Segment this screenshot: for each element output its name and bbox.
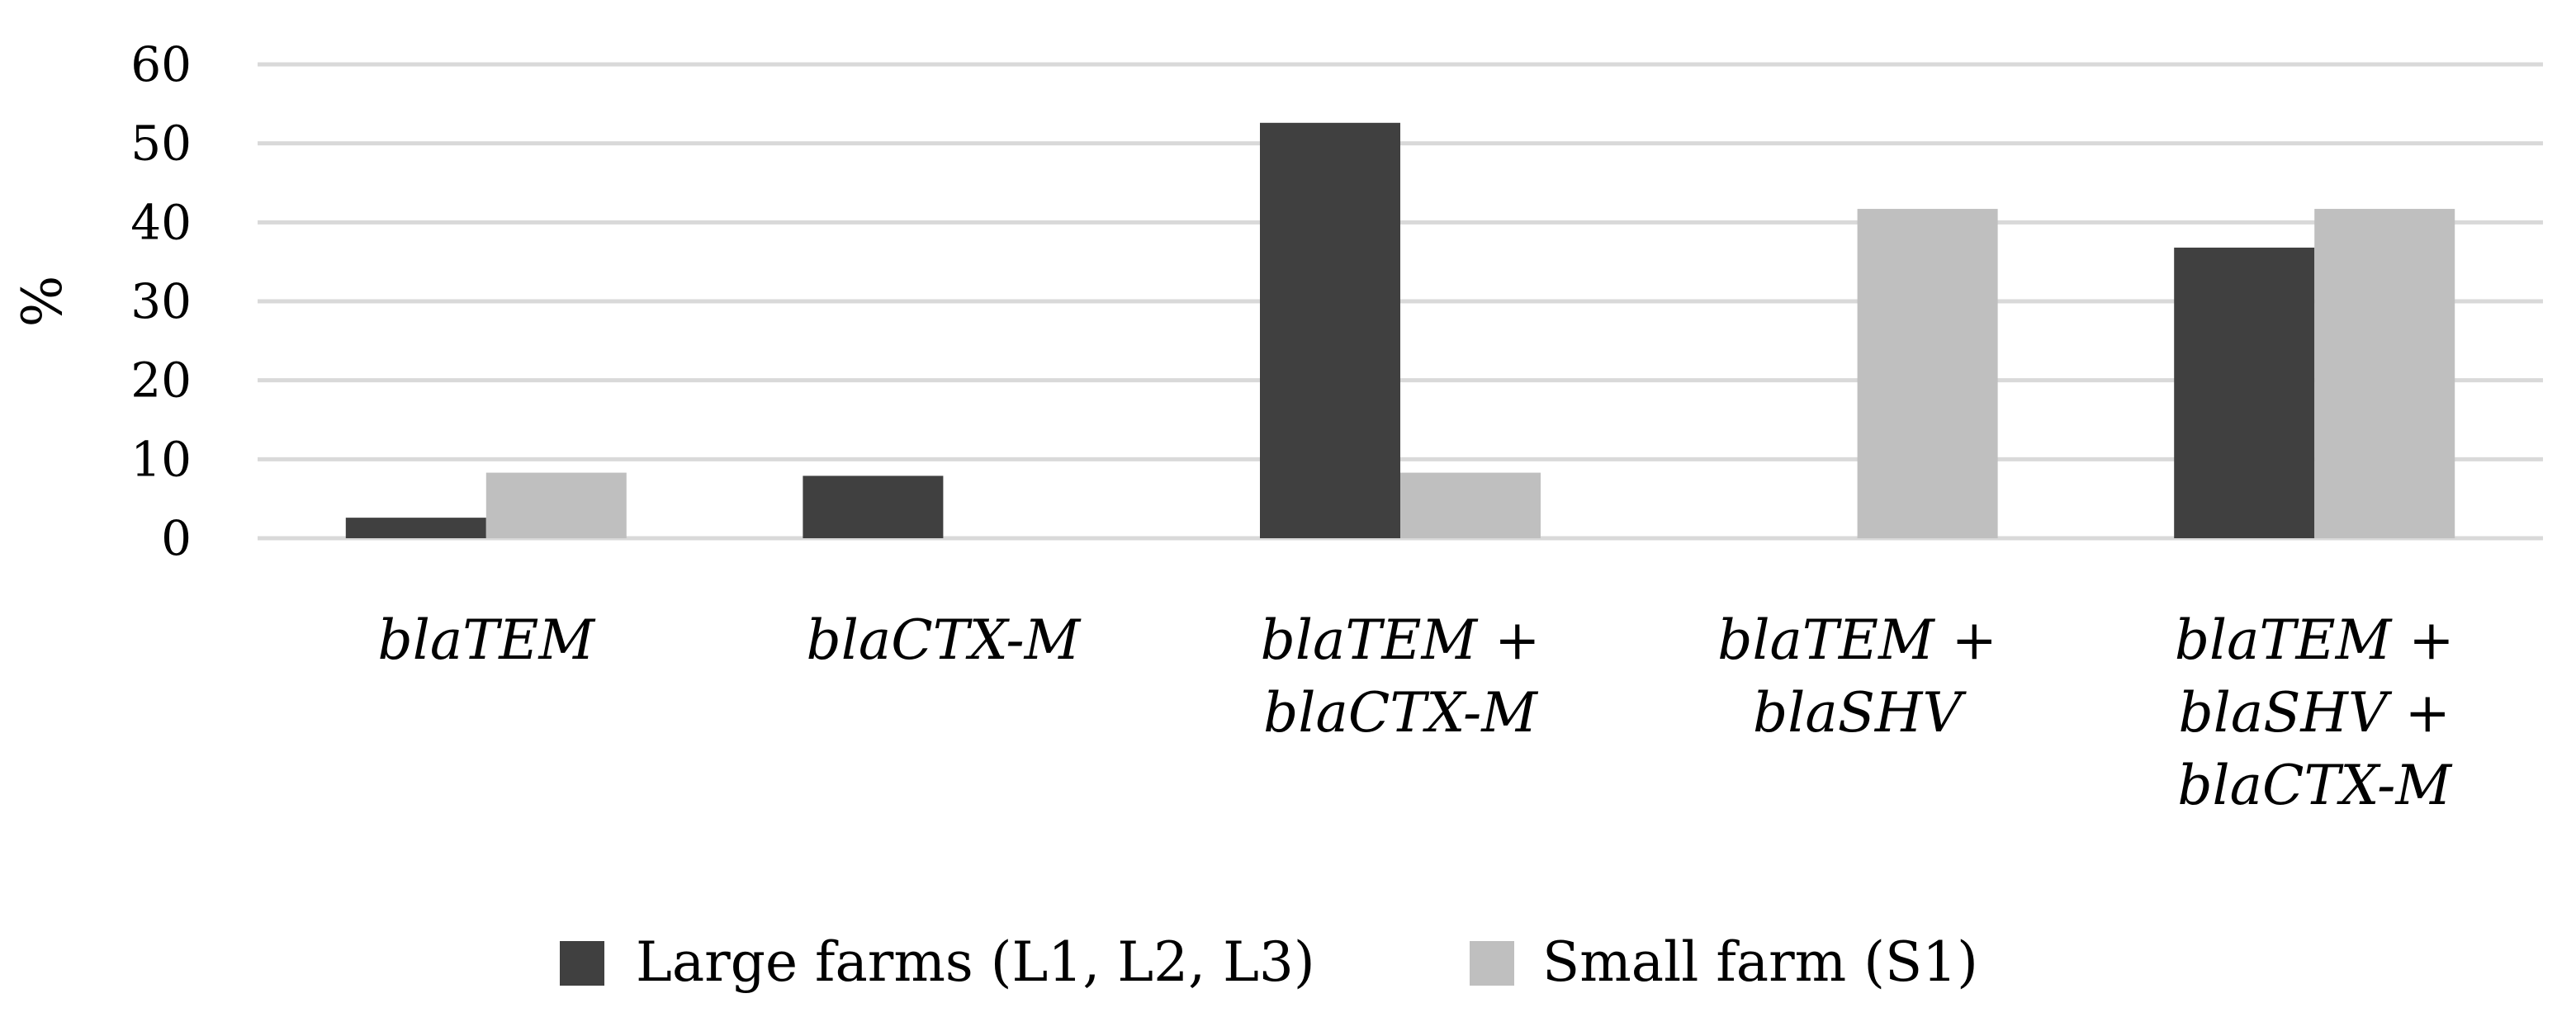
legend-swatch [560,941,604,986]
bar-small-farm [485,472,627,538]
y-axis-ticks: 0 10 20 30 40 50 60 [130,36,192,566]
x-category-label: blaTEM [378,608,596,672]
bar-small-farm [1857,209,1998,538]
bars [345,122,2455,538]
y-tick-label: 0 [161,510,192,566]
bar-large-farms [803,475,944,538]
category-labels: blaTEM blaCTX-M blaTEM + blaCTX-M blaTEM + bl… [378,608,2455,817]
y-tick-label: 50 [130,116,192,172]
bar-small-farm [1400,472,1541,538]
y-tick-label: 30 [130,273,192,329]
x-category-label: blaTEM + blaCTX-M [1261,608,1541,745]
x-category-label: blaCTX-M [807,608,1082,672]
bar-large-farms [2174,247,2315,538]
y-axis-title: % [11,276,74,328]
legend: Large farms (L1, L2, L3) Small farm (S1) [560,930,1978,994]
bar-small-farm [2314,209,2455,538]
legend-label: Large farms (L1, L2, L3) [636,930,1315,994]
y-tick-label: 40 [130,194,192,250]
bar-large-farms [345,518,486,538]
bar-large-farms [1260,122,1400,538]
y-tick-label: 20 [130,352,192,409]
y-tick-label: 10 [130,431,192,487]
legend-label: Small farm (S1) [1542,930,1978,994]
x-category-label: blaTEM + blaSHV + blaCTX-M [2175,608,2455,817]
y-tick-label: 60 [130,36,192,92]
x-category-label: blaTEM + blaSHV [1717,608,1997,745]
legend-swatch [1470,941,1514,986]
